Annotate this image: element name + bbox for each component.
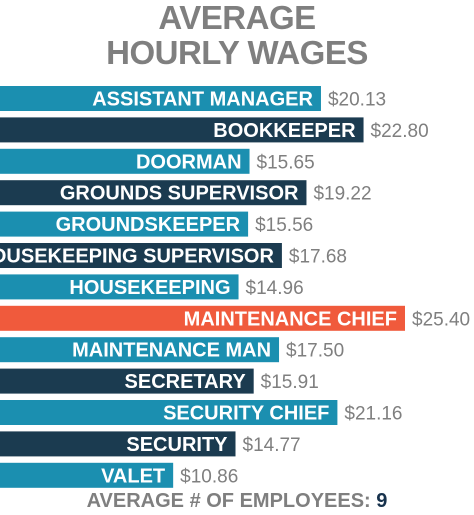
bar-housekeeping-supervisor <box>0 243 282 268</box>
bar-housekeeping <box>0 274 239 300</box>
bar-label-security-chief: SECURITY CHIEF <box>163 403 329 425</box>
value-label-security-chief: $21.16 <box>344 404 402 425</box>
bar-label-housekeeping: HOUSEKEEPING <box>69 277 230 299</box>
footer: AVERAGE # OF EMPLOYEES: 9 <box>0 489 474 513</box>
value-label-secretary: $15.91 <box>261 372 319 393</box>
chart-title-line-1: AVERAGE <box>158 0 316 36</box>
bar-doorman <box>0 148 250 174</box>
bar-valet <box>0 462 174 488</box>
bar-security <box>0 431 236 457</box>
bar-secretary <box>0 368 254 394</box>
value-label-security: $14.77 <box>243 435 301 456</box>
bar-label-housekeeping-supervisor: HOUSEKEEPING SUPERVISOR <box>0 246 274 268</box>
bar-assistant-manager <box>0 86 321 111</box>
value-label-housekeeping: $14.96 <box>246 278 304 299</box>
bar-bookkeeper <box>0 117 364 143</box>
bar-label-maintenance-chief: MAINTENANCE CHIEF <box>184 308 397 330</box>
bar-label-doorman: DOORMAN <box>136 151 242 173</box>
value-label-bookkeeper: $22.80 <box>371 121 429 142</box>
bar-groundskeeper <box>0 211 249 237</box>
bar-label-grounds-supervisor: GROUNDS SUPERVISOR <box>60 183 299 205</box>
footer-label: AVERAGE # OF EMPLOYEES: <box>86 490 371 512</box>
value-label-doorman: $15.65 <box>257 152 315 173</box>
bar-maintenance-man <box>0 337 280 363</box>
bar-label-assistant-manager: ASSISTANT MANAGER <box>92 89 313 111</box>
bar-label-groundskeeper: GROUNDSKEEPER <box>56 214 241 236</box>
value-label-grounds-supervisor: $19.22 <box>313 184 371 205</box>
bar-label-maintenance-man: MAINTENANCE MAN <box>72 340 271 362</box>
bar-maintenance-chief <box>0 305 405 331</box>
bar-label-security: SECURITY <box>126 434 228 456</box>
bar-label-valet: VALET <box>101 465 165 487</box>
value-label-valet: $10.86 <box>180 466 238 487</box>
value-label-maintenance-chief: $25.40 <box>412 309 470 330</box>
value-label-assistant-manager: $20.13 <box>328 90 386 111</box>
footer-value: 9 <box>376 490 388 512</box>
bar-grounds-supervisor <box>0 180 307 206</box>
chart-title-line-2: HOURLY WAGES <box>106 34 368 71</box>
value-label-maintenance-man: $17.50 <box>286 341 344 362</box>
value-label-groundskeeper: $15.56 <box>255 215 313 236</box>
bar-label-secretary: SECRETARY <box>125 371 247 393</box>
bar-security-chief <box>0 400 338 425</box>
bar-label-bookkeeper: BOOKKEEPER <box>213 120 356 142</box>
value-label-housekeeping-supervisor: $17.68 <box>289 247 347 268</box>
